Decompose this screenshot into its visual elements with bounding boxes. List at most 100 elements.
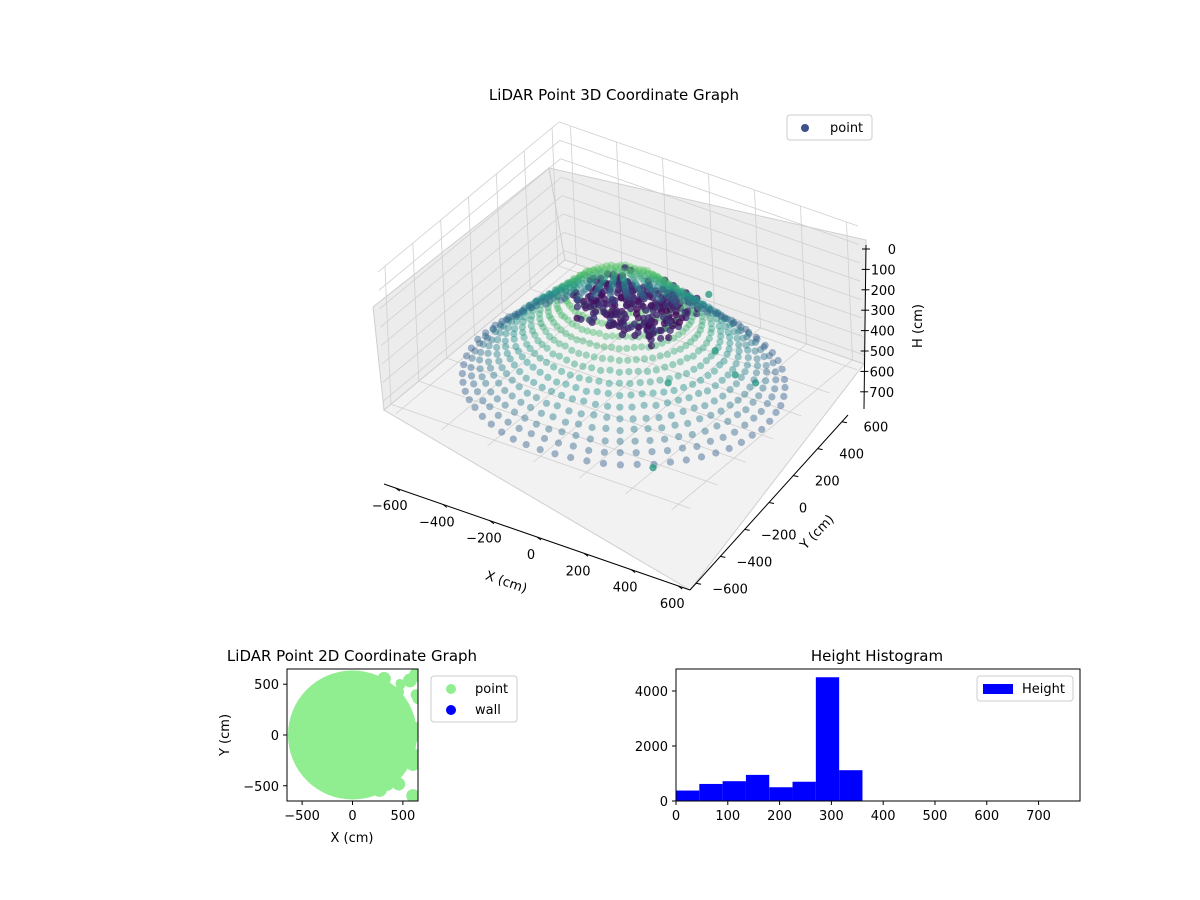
point-3d-862: [684, 293, 692, 301]
histogram-bar-3: [745, 774, 770, 801]
point-3d-34: [601, 437, 609, 445]
point-3d-561: [572, 275, 581, 283]
point-3d-873: [649, 270, 657, 279]
point-3d-163: [667, 411, 675, 419]
point-3d-614: [505, 313, 513, 321]
point-3d-6: [498, 428, 506, 436]
point-3d-628: [558, 283, 566, 291]
point-3d-428: [748, 431, 756, 439]
point-3d-654: [545, 290, 553, 298]
point-3d-1082: [638, 291, 647, 299]
point-3d-699: [558, 283, 566, 291]
point-3d-182: [663, 399, 672, 407]
point-3d-46: [479, 397, 487, 405]
point-3d-798: [589, 271, 597, 279]
point-3d-895: [631, 268, 639, 276]
point-3d-585: [707, 352, 715, 360]
point-3d-84: [544, 373, 552, 381]
point-3d-95: [644, 425, 652, 433]
point-3d-337: [561, 294, 570, 302]
point-3d-949: [696, 300, 705, 308]
point-3d-1061: [745, 330, 753, 338]
point-3d-907: [576, 281, 584, 289]
point-3d-427: [540, 297, 548, 305]
point-3d-706: [684, 307, 692, 315]
point-3d-14: [585, 446, 593, 455]
point-3d-927: [619, 272, 627, 280]
point-3d-742: [502, 316, 510, 324]
point-3d-96: [566, 371, 574, 379]
point-3d-981: [647, 276, 655, 284]
point-3d-201: [679, 407, 687, 416]
point-3d-903: [558, 288, 566, 296]
point-3d-262: [568, 304, 576, 312]
point-3d-508: [585, 283, 593, 291]
point-3d-121: [579, 362, 587, 370]
grid-x-wall-1: [616, 141, 623, 281]
point-3d-819: [643, 267, 652, 275]
point-3d-985: [656, 279, 664, 287]
z-tick-label-3d-7: 700: [869, 386, 894, 401]
point-3d-1072: [711, 307, 719, 315]
point-3d-492: [559, 283, 567, 291]
point-3d-615: [685, 320, 693, 329]
grid-x-wall-6: [846, 221, 853, 361]
point-3d-825: [768, 393, 776, 401]
point-3d-93: [516, 368, 524, 376]
point-3d-28: [537, 409, 546, 417]
point-3d-875: [542, 295, 550, 303]
point-3d-826: [520, 307, 528, 315]
point-3d-118: [658, 424, 666, 432]
histogram-bar-5: [792, 781, 816, 801]
point-3d-31: [486, 403, 494, 411]
point-3d-59: [568, 395, 577, 403]
point-3d-189: [520, 333, 528, 342]
point-3d-33: [574, 420, 583, 428]
point-3d-146: [638, 390, 646, 398]
point-2d-38: [405, 756, 418, 771]
point-3d-194: [712, 449, 720, 457]
point-3d-921: [554, 292, 562, 300]
point-3d-1042: [722, 315, 730, 323]
point-3d-136: [655, 413, 663, 422]
point-3d-185: [484, 349, 492, 357]
point-3d-995: [693, 296, 701, 304]
point-3d-540: [511, 312, 519, 320]
point-3d-940: [599, 275, 607, 283]
grid-z-back-7: [564, 250, 864, 356]
point-3d-1070: [737, 323, 745, 331]
x-tick-label-hist-3: 300: [819, 809, 844, 824]
point-3d-486: [657, 327, 665, 335]
point-3d-811: [647, 270, 655, 278]
point-3d-22: [478, 412, 486, 420]
point-3d-861: [629, 265, 637, 274]
point-3d-705: [601, 287, 610, 295]
point-3d-963: [666, 282, 674, 290]
point-3d-894: [665, 280, 673, 288]
point-3d-1066: [721, 313, 729, 322]
point-3d-996: [640, 277, 648, 285]
point-3d-129: [640, 401, 648, 409]
point-3d-1044: [751, 338, 760, 346]
point-3d-167: [625, 368, 633, 376]
point-3d-137: [495, 357, 503, 365]
point-3d-1019: [700, 300, 708, 308]
point-3d-858: [611, 267, 619, 275]
x-tick-3d-6: [677, 585, 683, 590]
point-3d-664: [569, 277, 577, 285]
point-3d-622: [498, 317, 506, 325]
point-3d-1064: [672, 291, 680, 299]
point-3d-956: [644, 275, 652, 283]
point-3d-5: [583, 457, 591, 465]
point-3d-135: [476, 365, 484, 373]
point-3d-543: [489, 324, 497, 333]
point-3d-865: [654, 273, 662, 281]
point-3d-787: [578, 275, 586, 283]
point-3d-1008: [631, 279, 640, 287]
point-3d-211: [539, 323, 547, 331]
point-3d-415: [580, 302, 589, 310]
point-3d-979: [609, 277, 617, 286]
point-3d-904: [655, 274, 663, 282]
point-3d-886: [735, 347, 743, 355]
point-3d-1062: [622, 288, 630, 296]
